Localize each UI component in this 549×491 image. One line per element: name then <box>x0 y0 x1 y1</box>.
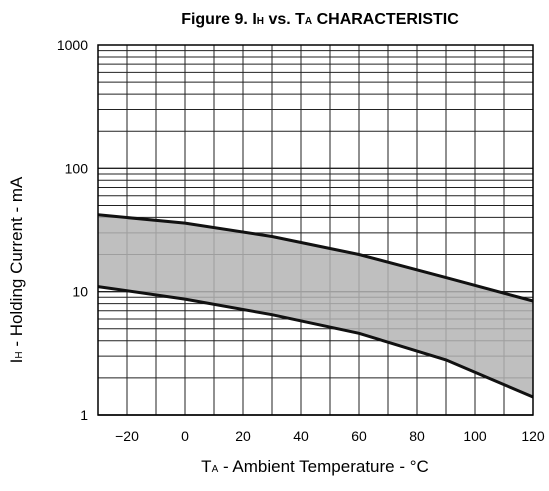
x-tick-label: 60 <box>351 428 367 444</box>
upper-bound-line <box>97 213 534 303</box>
x-axis-label: TA - Ambient Temperature - °C <box>201 457 429 476</box>
x-tick-label: 40 <box>293 428 309 444</box>
y-axis-label: IH - Holding Current - mA <box>7 176 26 363</box>
x-tick-labels: −20 0 20 40 60 80 100 120 <box>115 428 545 444</box>
x-tick-label: 120 <box>521 428 545 444</box>
x-tick-label: −20 <box>115 428 139 444</box>
chart-title: Figure 9. IH vs. TA CHARACTERISTIC <box>181 11 459 28</box>
lower-bound-line <box>97 285 534 399</box>
holding-current-band <box>97 213 534 399</box>
y-tick-labels: 1 10 100 1000 <box>57 37 88 423</box>
x-tick-label: 0 <box>181 428 189 444</box>
x-tick-label: 20 <box>235 428 251 444</box>
y-tick-label: 100 <box>65 160 89 176</box>
band-area <box>98 214 533 397</box>
y-tick-label: 1000 <box>57 37 88 53</box>
y-tick-label: 1 <box>80 407 88 423</box>
y-tick-label: 10 <box>72 284 88 300</box>
plot-frame <box>97 44 534 416</box>
x-tick-label: 80 <box>409 428 425 444</box>
x-tick-label: 100 <box>463 428 487 444</box>
